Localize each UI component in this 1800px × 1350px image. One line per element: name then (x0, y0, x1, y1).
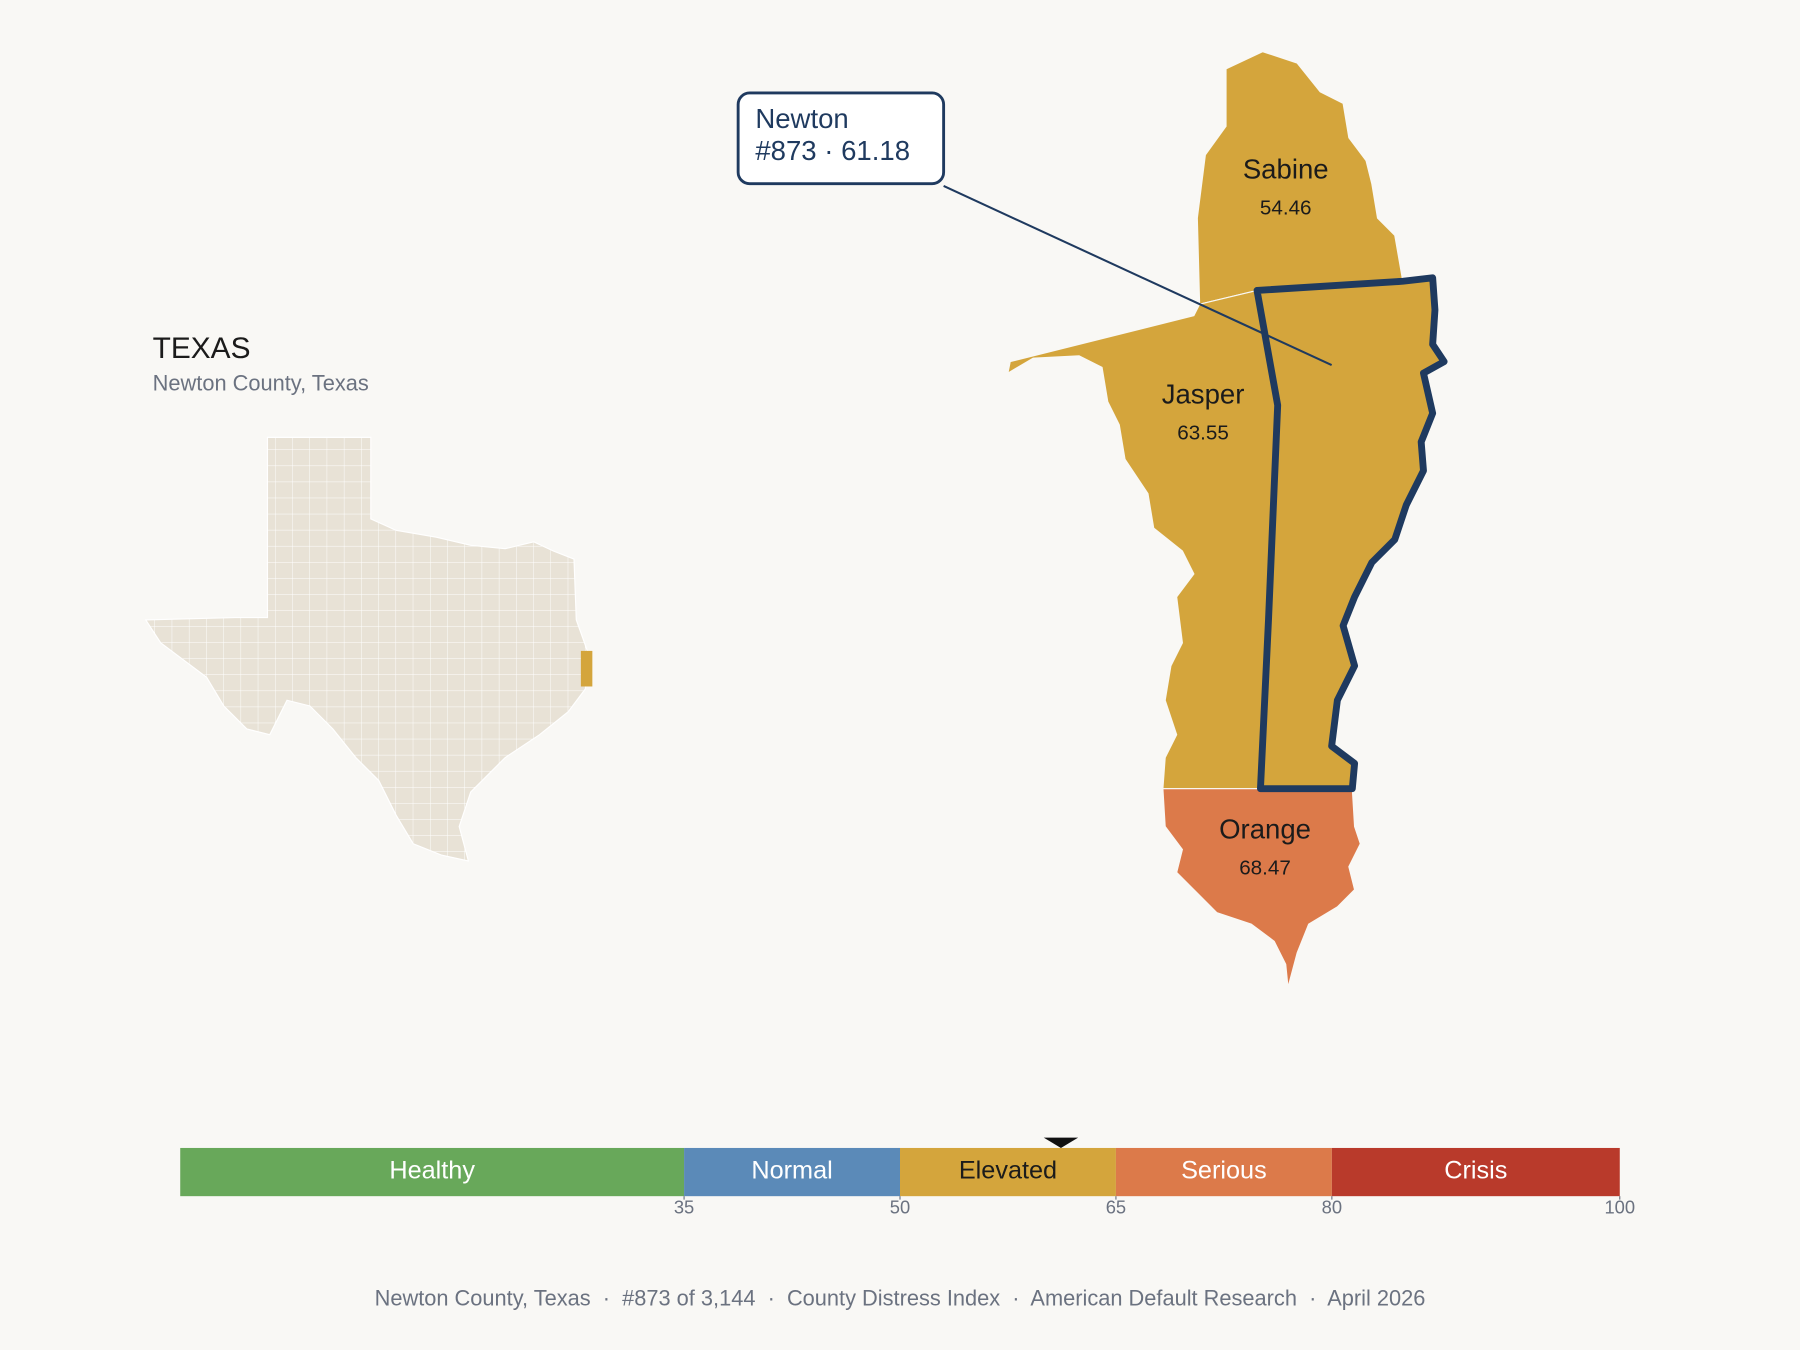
scale-band (684, 1147, 900, 1197)
state-title: TEXAS (153, 332, 251, 365)
county-grid (145, 437, 588, 861)
county-shape (1162, 788, 1361, 988)
scale-tick-label: 65 (1106, 1197, 1126, 1218)
county-shape (1196, 51, 1404, 305)
scale-tick-label: 80 (1322, 1197, 1342, 1218)
county-map: Sabine 54.46 Jasper 63.55 Orange 68.47 (1007, 51, 1448, 988)
callout-detail: #873 · 61.18 (755, 135, 910, 166)
state-subtitle: Newton County, Texas (153, 370, 369, 395)
county-value: 54.46 (1260, 196, 1312, 219)
scale-band (1331, 1147, 1620, 1197)
scale-band-label: Serious (1181, 1157, 1267, 1185)
callout-box (736, 91, 946, 186)
scale-band (180, 1147, 685, 1197)
scale-band-label: Healthy (389, 1157, 475, 1185)
scale-band-label: Crisis (1444, 1157, 1507, 1185)
selected-county-locator (580, 650, 593, 687)
state-map (144, 436, 593, 862)
county-value: 63.55 (1177, 421, 1229, 444)
distress-scale: Healthy Normal Elevated Serious Crisis 35 50 65… (180, 1137, 1635, 1218)
county-name: Jasper (1162, 378, 1245, 409)
scale-band (1115, 1147, 1332, 1197)
county-name: Orange (1219, 813, 1311, 844)
scale-band-label: Normal (751, 1157, 832, 1185)
scale-tick-label: 35 (674, 1197, 694, 1218)
scale-band-label: Elevated (959, 1157, 1057, 1185)
scale-band (900, 1147, 1116, 1197)
callout-name: Newton (755, 103, 848, 134)
selected-county-shape (1253, 274, 1448, 793)
footer: Newton County, Texas · #873 of 3,144 · C… (375, 1285, 1426, 1310)
county-shape (1007, 289, 1279, 790)
callout-leader (943, 185, 1333, 366)
score-marker (1043, 1137, 1079, 1148)
scale-tick-label: 100 (1604, 1197, 1635, 1218)
county-value: 68.47 (1239, 856, 1291, 879)
county-name: Sabine (1243, 153, 1329, 184)
scale-tick-label: 50 (890, 1197, 910, 1218)
